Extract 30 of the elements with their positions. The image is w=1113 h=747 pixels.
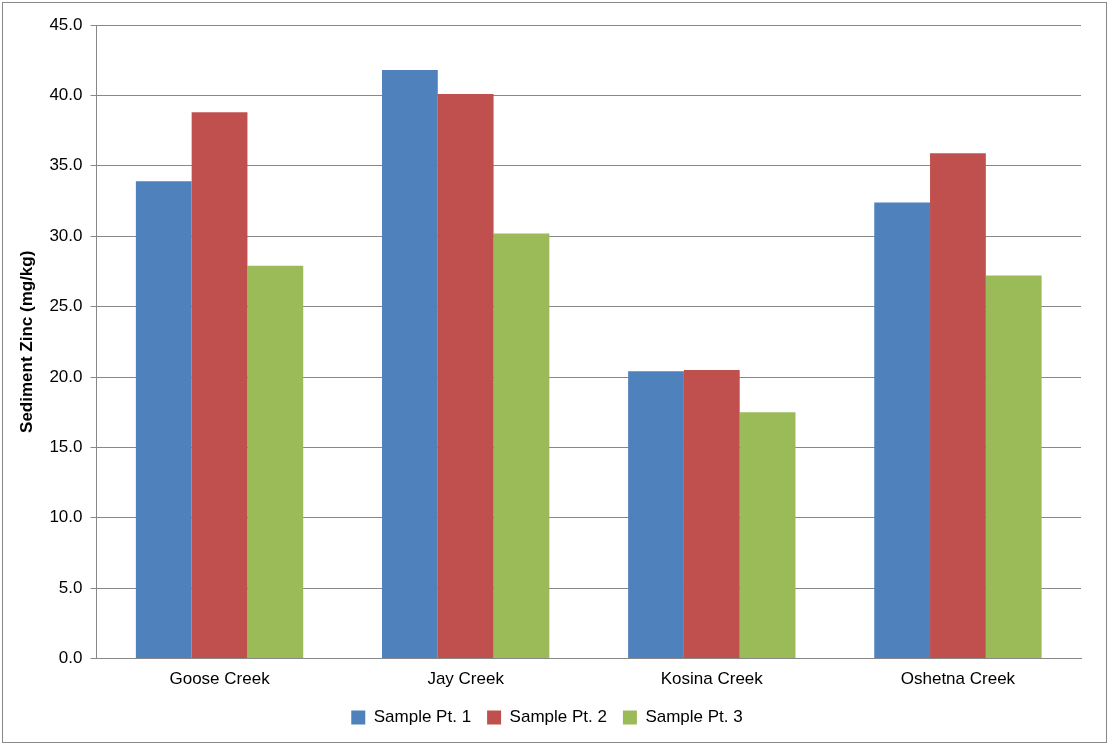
- y-tick-label: 20.0: [49, 366, 83, 386]
- bar: [437, 93, 494, 659]
- x-tick-label: Kosina Creek: [660, 669, 764, 689]
- legend-label: Sample Pt. 2: [509, 707, 607, 727]
- bar: [985, 275, 1042, 659]
- bar: [247, 265, 304, 659]
- y-tick-label: 30.0: [49, 225, 83, 245]
- y-tick-label: 10.0: [49, 507, 83, 527]
- bar: [493, 233, 550, 659]
- y-tick-label: 15.0: [49, 437, 83, 457]
- y-tick-label: 0.0: [58, 648, 83, 668]
- bar: [382, 70, 438, 659]
- bar: [683, 369, 740, 659]
- y-tick-label: 40.0: [49, 85, 83, 105]
- y-axis-title: Sediment Zinc (mg/kg): [16, 250, 36, 433]
- x-tick-label: Goose Creek: [169, 669, 271, 689]
- y-tick-label: 25.0: [49, 296, 83, 316]
- y-tick-label: 45.0: [49, 14, 83, 34]
- bar: [874, 202, 931, 659]
- bar: [628, 371, 684, 659]
- legend-label: Sample Pt. 3: [645, 707, 743, 727]
- x-tick-label: Oshetna Creek: [900, 669, 1016, 689]
- bar: [135, 181, 192, 659]
- x-tick-label: Jay Creek: [427, 669, 505, 689]
- y-tick-label: 5.0: [58, 577, 83, 597]
- legend-label: Sample Pt. 1: [373, 707, 472, 727]
- bar: [739, 412, 796, 659]
- bar: [191, 112, 248, 659]
- y-tick-label: 35.0: [49, 155, 83, 175]
- bar: [930, 153, 986, 659]
